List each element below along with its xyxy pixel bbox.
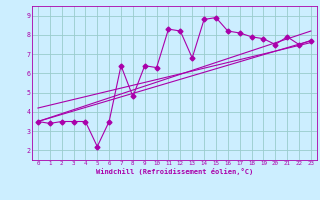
X-axis label: Windchill (Refroidissement éolien,°C): Windchill (Refroidissement éolien,°C) bbox=[96, 168, 253, 175]
